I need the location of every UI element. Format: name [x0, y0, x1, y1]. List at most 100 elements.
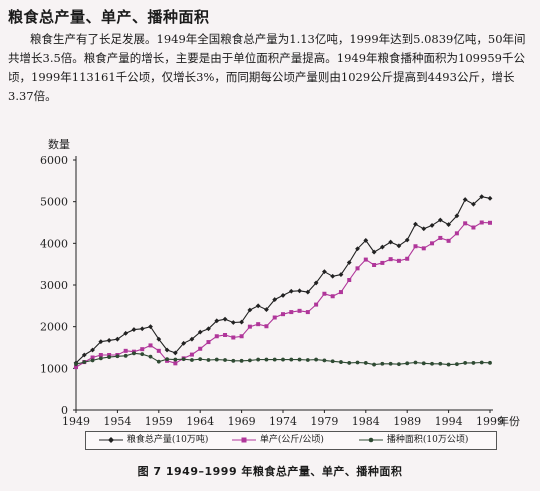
data-point	[479, 360, 484, 365]
data-point	[355, 246, 360, 252]
data-point	[396, 258, 401, 263]
data-point	[404, 237, 410, 243]
data-point	[198, 357, 203, 362]
data-point	[421, 361, 426, 366]
data-point	[421, 226, 427, 232]
x-tick-label: 1974	[269, 415, 297, 428]
series-1	[74, 220, 492, 370]
data-point	[305, 358, 310, 362]
data-point	[463, 221, 468, 226]
data-point	[214, 357, 219, 362]
data-point	[396, 243, 402, 249]
data-point	[405, 361, 410, 366]
data-point	[380, 361, 385, 366]
data-point	[363, 361, 368, 365]
data-point	[107, 355, 112, 359]
data-point	[388, 361, 393, 366]
data-point	[463, 361, 468, 365]
data-point	[264, 357, 269, 362]
data-point	[264, 324, 269, 329]
data-point	[297, 308, 302, 313]
figure-caption: 图 7 1949–1999 年粮食总产量、单产、播种面积	[137, 465, 403, 478]
x-tick-label: 1959	[145, 415, 173, 428]
data-point	[223, 333, 228, 337]
data-point	[106, 338, 112, 343]
data-point	[272, 297, 278, 302]
data-point	[297, 357, 302, 362]
x-tick-label: 1949	[62, 415, 90, 428]
data-point	[388, 239, 394, 245]
data-point	[90, 358, 95, 363]
data-point	[437, 217, 443, 223]
data-point	[173, 361, 178, 366]
data-point	[123, 348, 128, 353]
data-point	[487, 195, 493, 201]
data-point	[313, 280, 319, 286]
data-point	[148, 324, 153, 330]
data-point	[272, 315, 277, 320]
chart-series	[73, 194, 493, 370]
data-point	[214, 318, 220, 324]
legend-label-unit-yield: 单产(公斤/公顷)	[259, 435, 324, 445]
data-point	[223, 358, 227, 362]
data-point	[197, 329, 203, 335]
data-point	[139, 326, 145, 332]
y-axis-title: 数量	[48, 138, 70, 151]
y-tick-label: 4000	[40, 237, 68, 250]
data-point	[247, 358, 252, 363]
data-point	[123, 330, 129, 336]
data-point	[239, 319, 244, 325]
data-point	[140, 347, 145, 352]
x-tick-label: 1964	[186, 415, 214, 428]
data-point	[247, 324, 252, 329]
data-point	[198, 346, 203, 351]
data-point	[164, 347, 170, 353]
data-point	[173, 357, 178, 362]
data-point	[413, 360, 418, 365]
data-point	[471, 361, 476, 365]
data-point	[247, 307, 253, 313]
data-point	[397, 362, 401, 367]
data-point	[438, 235, 443, 240]
data-point	[156, 348, 161, 353]
data-point	[239, 358, 244, 363]
data-point	[98, 353, 103, 357]
data-point	[413, 221, 418, 227]
data-point	[190, 358, 194, 362]
data-point	[256, 357, 261, 362]
data-point	[81, 352, 87, 358]
data-point	[231, 335, 236, 340]
series-2	[74, 351, 492, 367]
data-point	[438, 361, 443, 366]
y-tick-label: 6000	[40, 154, 68, 167]
data-point	[454, 362, 459, 367]
data-point	[206, 358, 211, 362]
data-point	[281, 357, 285, 362]
data-point	[355, 266, 360, 271]
data-point	[98, 356, 103, 361]
data-point	[330, 294, 335, 299]
data-point	[74, 362, 78, 367]
data-point	[90, 347, 95, 353]
data-point	[281, 312, 285, 317]
data-point	[380, 260, 385, 265]
data-point	[107, 353, 112, 357]
data-point	[413, 244, 418, 249]
data-point	[288, 288, 294, 294]
data-point	[289, 310, 294, 315]
x-tick-label: 1954	[103, 415, 131, 428]
data-point	[488, 360, 492, 365]
data-point	[338, 272, 344, 277]
data-point	[372, 263, 377, 267]
data-point	[74, 365, 78, 370]
y-tick-label: 3000	[40, 279, 68, 292]
data-point	[255, 303, 261, 309]
data-point	[305, 310, 310, 315]
data-point	[405, 256, 410, 261]
data-point	[206, 326, 211, 332]
data-point	[355, 360, 360, 365]
data-point	[363, 257, 368, 262]
data-point	[230, 320, 236, 325]
chart-axes: 0 1000 2000 3000 4000 5000 6000 数量 1949 1954 1959 1…	[40, 138, 520, 428]
data-point	[454, 213, 460, 219]
